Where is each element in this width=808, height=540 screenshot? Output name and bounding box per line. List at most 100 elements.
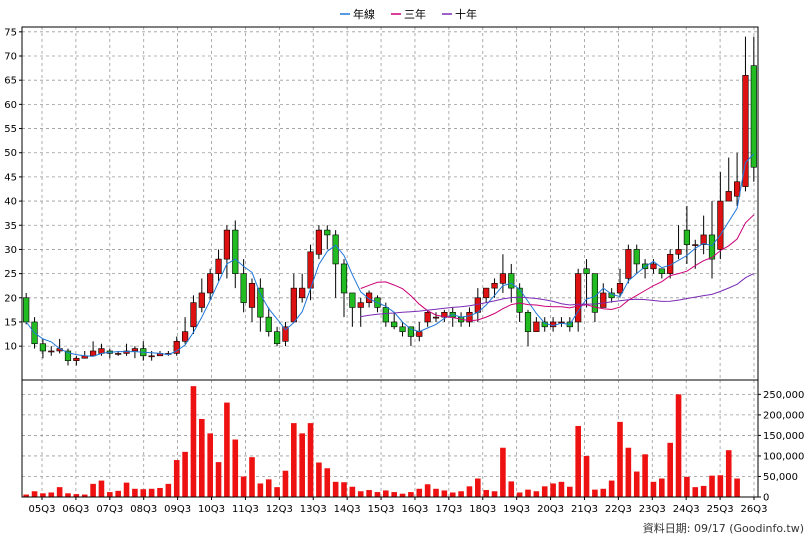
x-tick-label: 11Q3 xyxy=(232,504,259,515)
volume-bar xyxy=(265,479,272,497)
plot-frames xyxy=(21,26,759,498)
x-tick-label: 18Q3 xyxy=(469,504,496,515)
candle-body xyxy=(600,292,607,308)
legend-label-2: 十年 xyxy=(455,7,477,21)
volume-bar xyxy=(458,491,464,497)
volume-bar xyxy=(659,478,665,497)
candle-body xyxy=(23,297,30,323)
candle-body xyxy=(257,287,264,318)
candle-body xyxy=(675,249,682,255)
price-tick-label: 30 xyxy=(4,245,17,256)
candle-body xyxy=(282,326,289,342)
volume-bar xyxy=(307,423,314,497)
candle-body xyxy=(332,234,339,265)
candle-body xyxy=(491,282,498,289)
volume-bar xyxy=(190,386,197,497)
volume-bar xyxy=(107,492,113,497)
volume-bar xyxy=(199,419,205,497)
candle-body xyxy=(273,331,281,345)
candle-body xyxy=(516,287,523,313)
candle-body xyxy=(290,287,297,323)
price-tick-label: 70 xyxy=(4,52,17,63)
x-tick-label: 07Q3 xyxy=(96,504,123,515)
volume-bar xyxy=(491,491,498,497)
legend-label-1: 三年 xyxy=(404,7,426,21)
candle-body xyxy=(575,273,582,323)
candle-body xyxy=(432,316,440,319)
volume-bar xyxy=(642,454,648,497)
candle-body xyxy=(700,234,707,245)
volume-bar xyxy=(391,492,397,497)
volume-bar xyxy=(650,481,657,497)
volume-bar xyxy=(600,488,607,497)
volume-bar xyxy=(282,470,289,497)
volume-bar xyxy=(700,485,707,497)
candle-body xyxy=(591,273,599,313)
volume-bar xyxy=(734,478,740,497)
candle-body xyxy=(173,341,180,354)
x-tick-label: 15Q3 xyxy=(368,504,395,515)
volume-bar xyxy=(475,478,481,497)
x-tick-label: 26Q3 xyxy=(741,504,768,515)
x-tick-label: 16Q3 xyxy=(401,504,428,515)
ma-line-0 xyxy=(25,153,755,357)
volume-bar xyxy=(592,489,598,497)
price-tick-label: 60 xyxy=(4,100,17,111)
volume-bar xyxy=(416,488,423,497)
price-tick-label: 45 xyxy=(4,172,17,183)
candle-body xyxy=(499,273,507,284)
candle-body xyxy=(131,348,139,352)
candle-body xyxy=(658,268,665,274)
volume-bar xyxy=(483,490,489,497)
volume-bar xyxy=(424,484,431,497)
volume-bar xyxy=(73,494,80,497)
x-tick-label: 23Q3 xyxy=(639,504,666,515)
volume-bar xyxy=(332,481,339,497)
volume-bar xyxy=(567,486,573,497)
volume-bar xyxy=(182,451,188,497)
candle-body xyxy=(508,273,515,289)
candle-body xyxy=(524,312,532,332)
price-tick-label: 20 xyxy=(4,293,17,304)
candle-body xyxy=(733,181,741,197)
candle-body xyxy=(148,355,155,358)
legend-label-0: 年線 xyxy=(353,7,375,21)
x-tick-label: 12Q3 xyxy=(266,504,293,515)
candle-body xyxy=(407,326,415,337)
candle-body xyxy=(357,302,364,308)
volume-bar xyxy=(608,480,615,497)
x-tick-label: 08Q3 xyxy=(130,504,157,515)
candle-body xyxy=(349,292,356,308)
candle-body xyxy=(616,282,624,294)
volume-bar xyxy=(81,494,88,497)
x-tick-label: 22Q3 xyxy=(605,504,632,515)
volume-bar xyxy=(90,483,96,497)
candle-body xyxy=(650,263,657,270)
price-axis: 10 15 20 25 30 35 40 45 50 55 60 65 70 75 xyxy=(4,27,22,353)
candle-body xyxy=(424,312,431,323)
moving-average-lines xyxy=(25,153,755,357)
volume-bar xyxy=(232,439,239,497)
candle-body xyxy=(583,268,590,274)
candle-body xyxy=(215,258,222,274)
volume-bars xyxy=(23,386,740,497)
candle-body xyxy=(299,287,306,299)
x-tick-label: 05Q3 xyxy=(29,504,56,515)
volume-bar xyxy=(408,492,414,497)
volume-bar xyxy=(40,493,46,497)
volume-bar xyxy=(366,490,372,497)
volume-bar xyxy=(249,457,255,497)
candle-body xyxy=(198,292,205,308)
candle-body xyxy=(633,249,640,265)
candle-body xyxy=(750,65,757,168)
volume-bar xyxy=(31,491,38,497)
volume-bar xyxy=(508,481,515,497)
x-tick-label: 20Q3 xyxy=(537,504,564,515)
candle-body xyxy=(123,350,130,354)
candle-body xyxy=(315,229,323,255)
x-tick-label: 06Q3 xyxy=(62,504,89,515)
price-tick-label: 35 xyxy=(4,221,17,232)
legend: 年線 三年 十年 xyxy=(340,7,477,21)
volume-bar xyxy=(257,483,264,497)
candle-body xyxy=(717,200,724,250)
